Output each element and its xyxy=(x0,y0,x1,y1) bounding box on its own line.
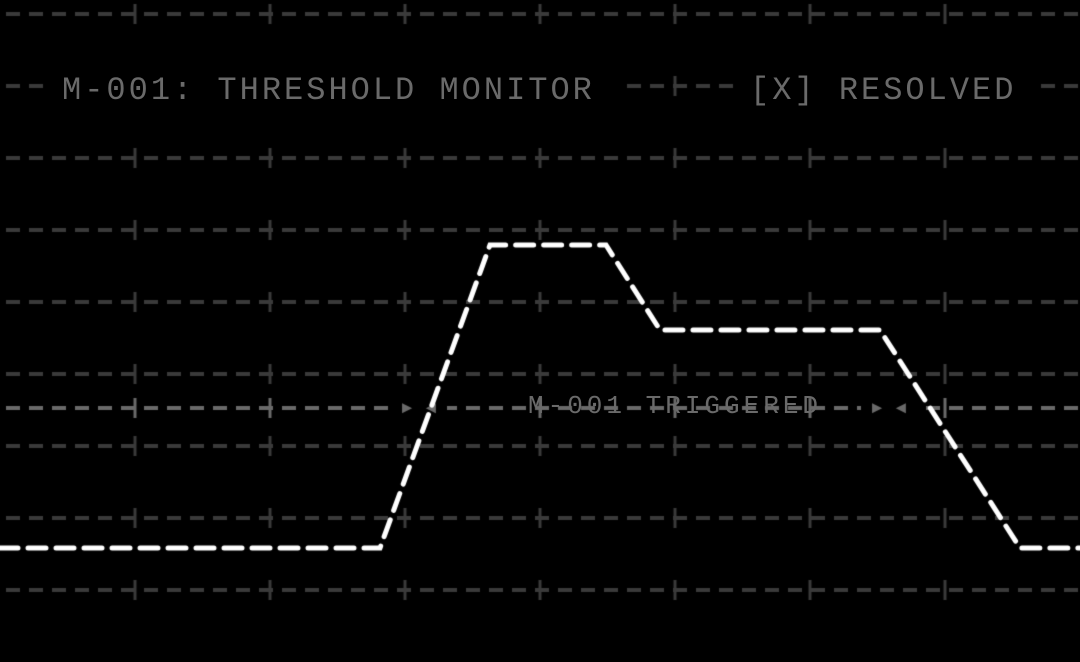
monitor-status-badge: [X] RESOLVED xyxy=(750,72,1016,109)
monitor-title: M-001: THRESHOLD MONITOR xyxy=(62,72,595,109)
threshold-trigger-label: M-001 TRIGGERED xyxy=(528,391,822,421)
